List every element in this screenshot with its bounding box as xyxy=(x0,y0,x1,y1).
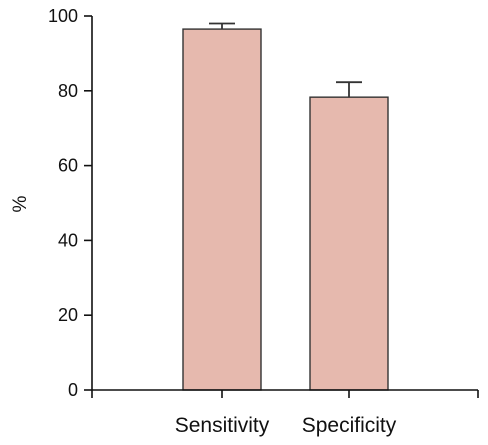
y-tick-label-0: 0 xyxy=(68,380,78,400)
bars-layer xyxy=(182,28,389,391)
axes-layer xyxy=(84,15,479,398)
x-tick-label-specificity: Specificity xyxy=(302,414,397,437)
bar-specificity xyxy=(309,96,389,391)
y-tick-label-80: 80 xyxy=(58,81,78,101)
error-bars-layer xyxy=(209,22,362,98)
bar-sensitivity xyxy=(182,28,262,391)
labels-layer: 0 20 40 60 80 100 Sensitivity Specificity xyxy=(48,6,397,437)
y-axis-title: % xyxy=(10,195,31,212)
y-tick-label-40: 40 xyxy=(58,230,78,250)
y-tick-label-60: 60 xyxy=(58,156,78,176)
x-tick-label-sensitivity: Sensitivity xyxy=(175,414,270,437)
y-tick-label-100: 100 xyxy=(48,6,78,26)
y-tick-label-20: 20 xyxy=(58,305,78,325)
